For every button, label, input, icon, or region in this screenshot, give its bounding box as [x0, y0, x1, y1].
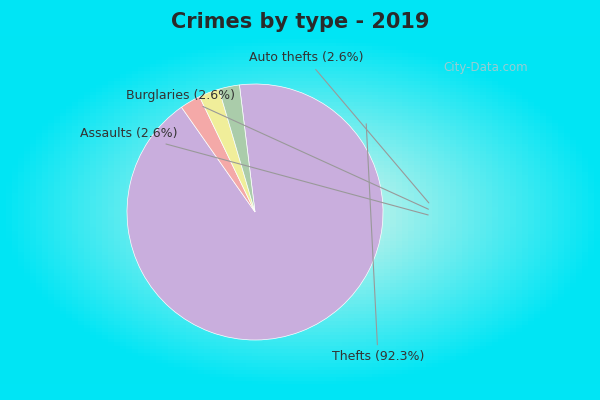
Wedge shape: [219, 85, 255, 212]
Wedge shape: [199, 89, 255, 212]
Text: Auto thefts (2.6%): Auto thefts (2.6%): [249, 52, 429, 203]
Text: City-Data.com: City-Data.com: [443, 62, 529, 74]
Wedge shape: [127, 84, 383, 340]
Text: Assaults (2.6%): Assaults (2.6%): [80, 128, 428, 215]
Text: Burglaries (2.6%): Burglaries (2.6%): [125, 90, 428, 209]
Text: Thefts (92.3%): Thefts (92.3%): [332, 124, 424, 363]
Text: Crimes by type - 2019: Crimes by type - 2019: [171, 12, 429, 32]
Wedge shape: [181, 97, 255, 212]
